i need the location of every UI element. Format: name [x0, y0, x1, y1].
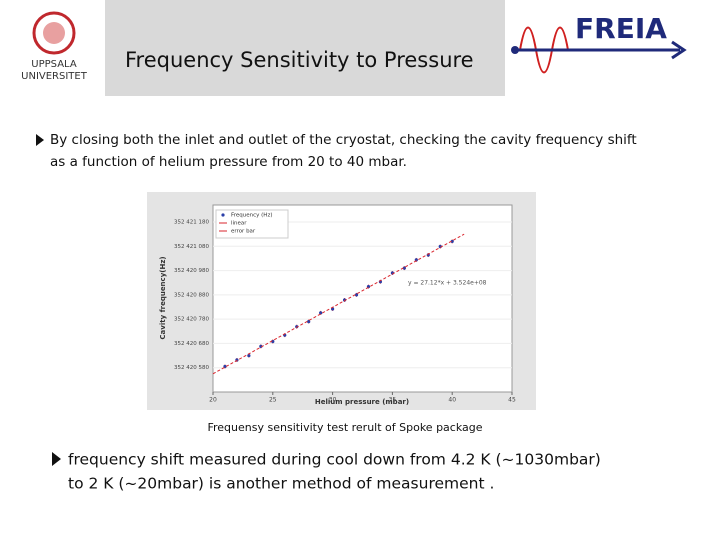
data-point: [450, 239, 454, 244]
x-axis-label: Helium pressure (mbar): [315, 398, 409, 406]
legend-label: error bar: [231, 229, 256, 235]
bullet-text: By closing both the inlet and outlet of …: [50, 132, 637, 148]
logo-dot: [511, 46, 519, 54]
y-tick-label: 352 420 680: [174, 341, 209, 347]
data-point: [247, 353, 251, 358]
legend-box: [215, 209, 289, 239]
logo-box: [0, 0, 105, 96]
annotation: y = 27.12*x + 3.524e+08: [408, 280, 487, 287]
x-tick-label: 40: [448, 397, 456, 404]
slide-title: Frequency Sensitivity to Pressure: [125, 48, 474, 72]
logo-text: UNIVERSITET: [21, 71, 88, 82]
data-point: [402, 266, 406, 270]
legend-swatch: [221, 213, 225, 217]
fit-line: [212, 233, 465, 375]
logo-arrow: [671, 40, 687, 60]
x-tick-label: 45: [508, 397, 516, 404]
figure-caption: Frequensy sensitivity test rerult of Spo…: [207, 421, 482, 434]
bullet-text: frequency shift measured during cool dow…: [68, 451, 601, 469]
y-tick-label: 352 421 180: [174, 220, 209, 226]
x-tick-label: 30: [329, 397, 337, 404]
x-tick-label: 25: [269, 397, 277, 404]
logo-text: UPPSALA: [31, 59, 77, 70]
data-point: [319, 311, 323, 315]
x-tick-label: 20: [209, 397, 217, 404]
logo-seal-inner: [43, 22, 65, 44]
y-axis-label: Cavity frequency(Hz): [159, 256, 167, 339]
logo-seal: [32, 11, 76, 55]
logo-wave: [519, 26, 569, 74]
y-tick-label: 352 420 780: [174, 317, 209, 323]
logo-text: FREIA: [575, 12, 667, 45]
y-tick-label: 352 420 880: [174, 292, 209, 298]
plot: 352 420 580 352 420 680 352 420 780 352 420…: [174, 209, 516, 404]
data-point: [354, 293, 359, 297]
bullet-text: to 2 K (~20mbar) is another method of me…: [68, 475, 494, 493]
x-tick-label: 35: [389, 397, 397, 404]
legend-label: linear: [231, 221, 247, 227]
bullet-arrow: [52, 452, 61, 466]
logo-box: [505, 0, 720, 96]
bullet-arrow: [36, 134, 44, 146]
data-point: [307, 319, 311, 324]
y-tick-label: 352 420 580: [174, 365, 209, 371]
bullet-text: as a function of helium pressure from 20…: [50, 154, 407, 170]
y-tick-label: 352 421 080: [174, 244, 209, 250]
legend-label: Frequency (Hz): [231, 213, 272, 219]
y-tick-label: 352 420 980: [174, 268, 209, 274]
